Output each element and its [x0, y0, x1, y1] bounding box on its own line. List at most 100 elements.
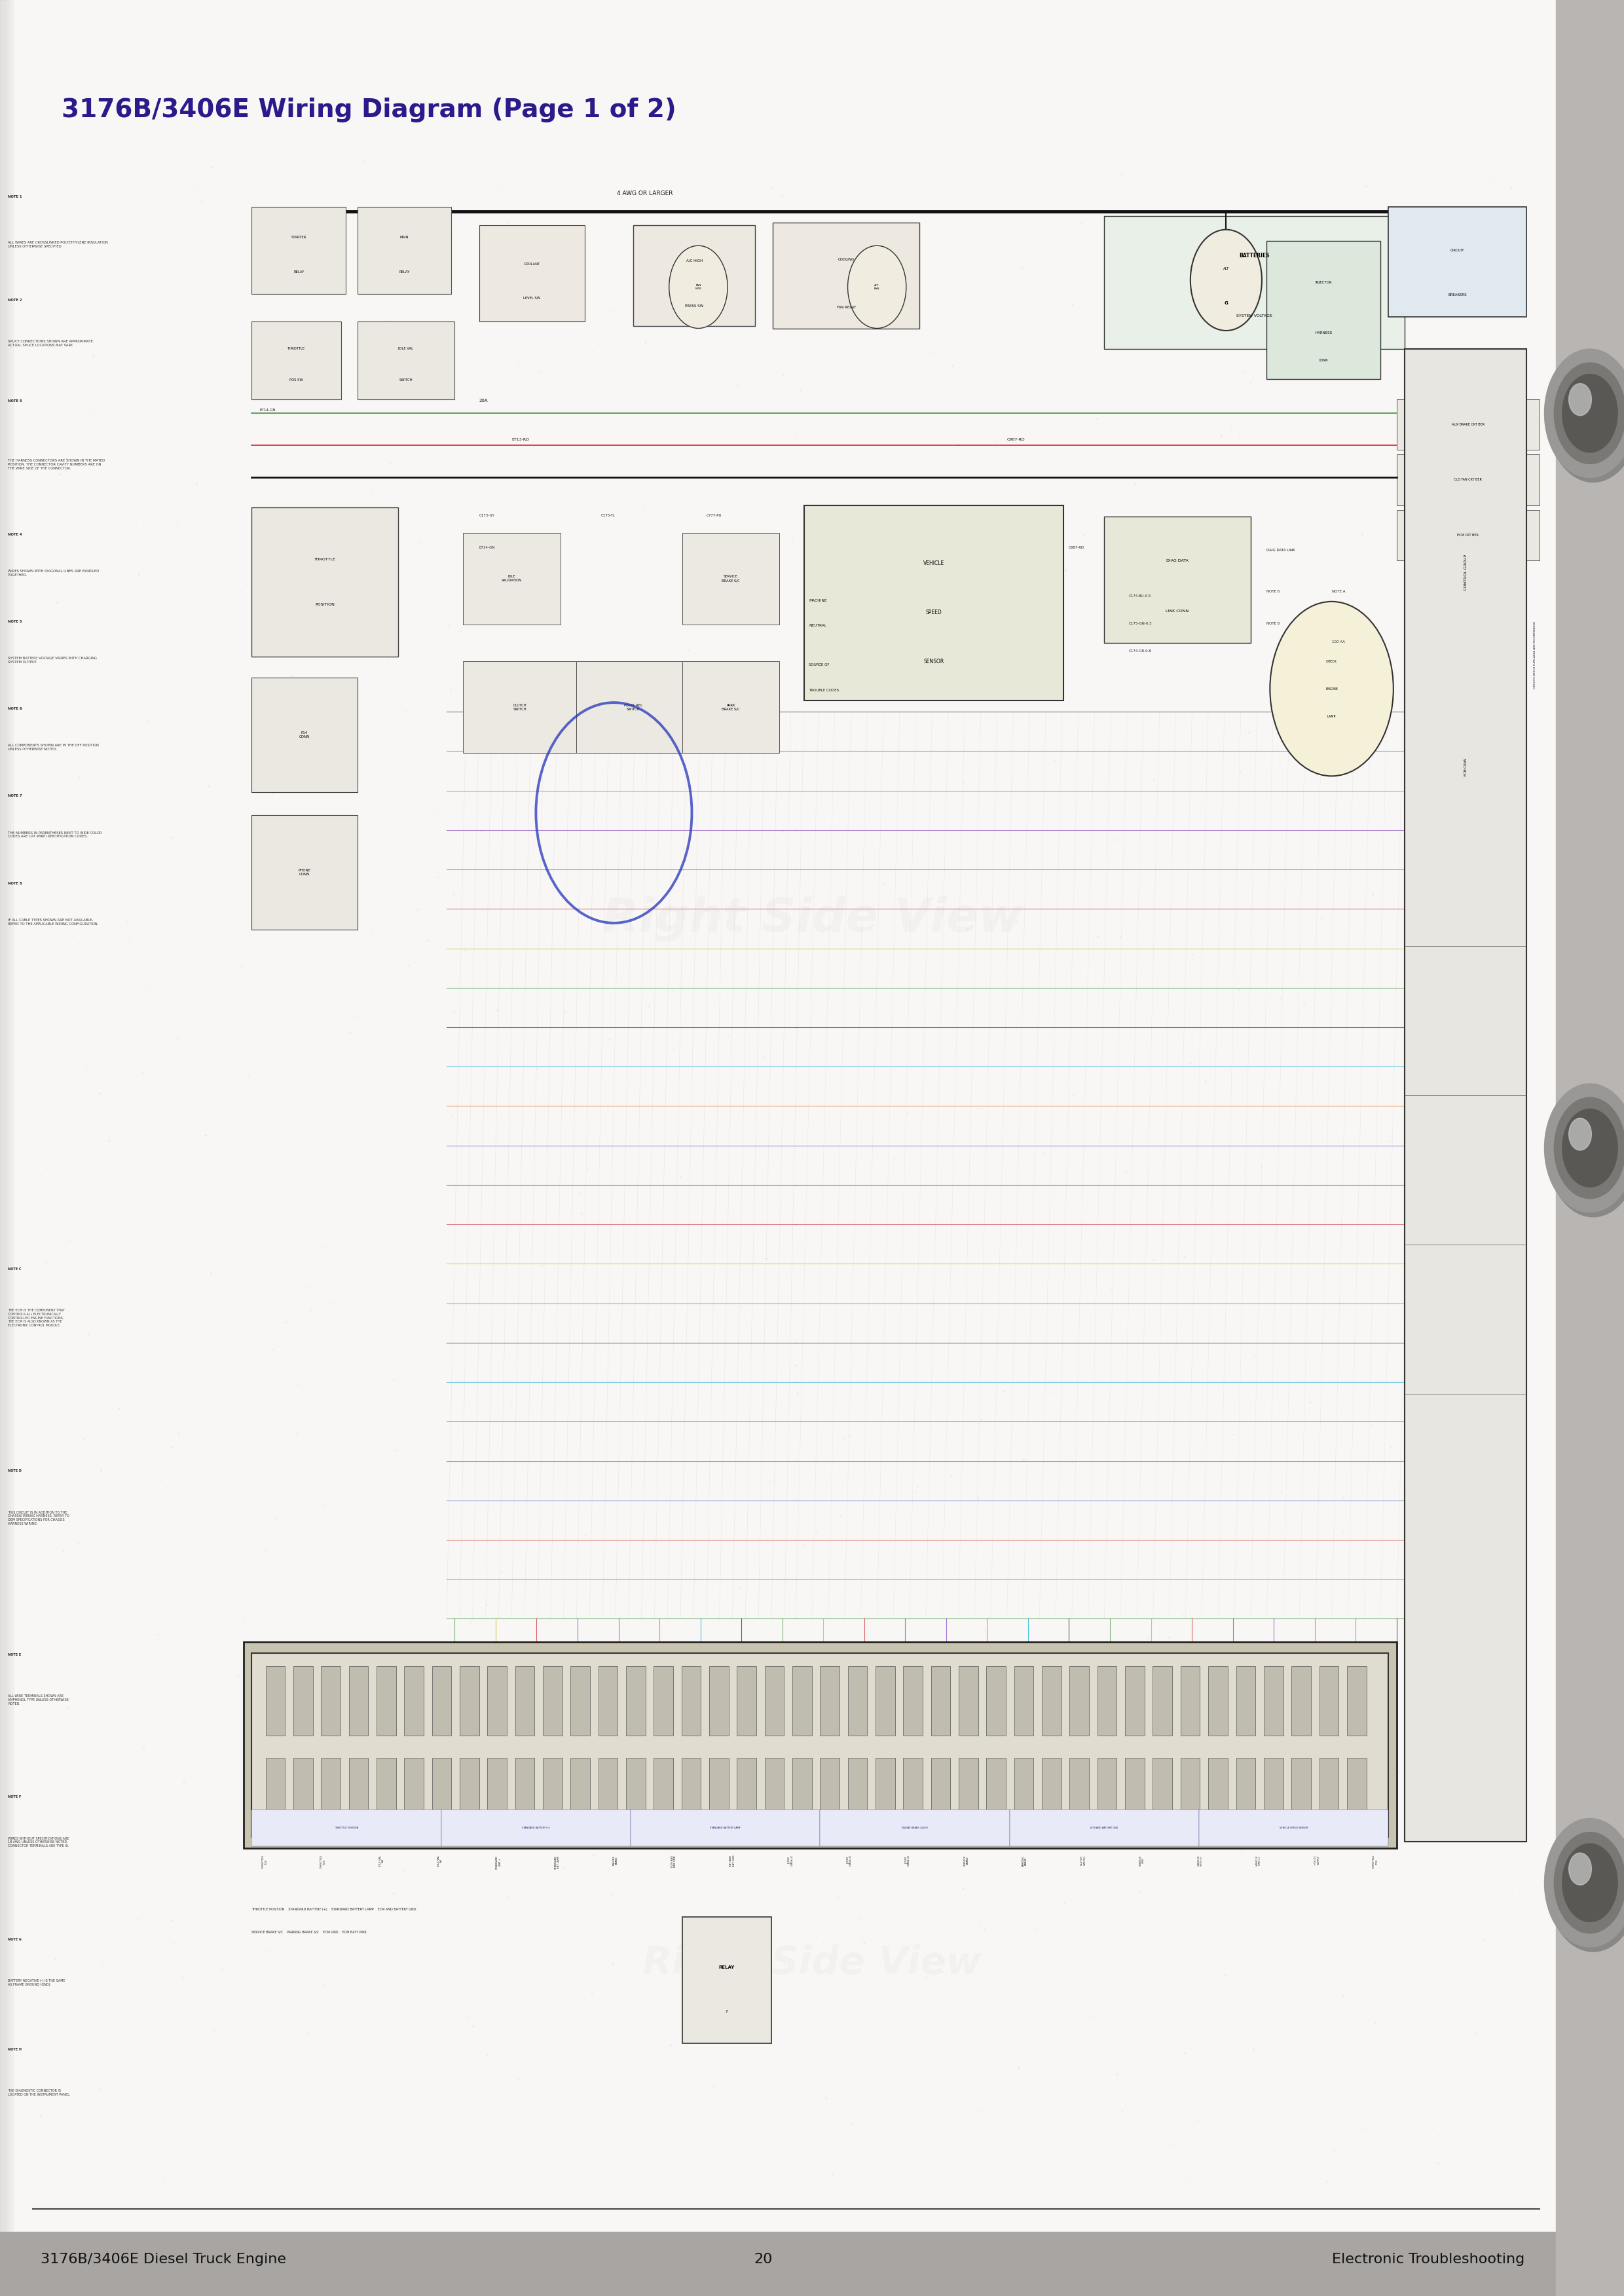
Bar: [294, 1759, 313, 1828]
Point: [849, 1922, 875, 1958]
Point: [41, 827, 67, 863]
Point: [29, 2071, 55, 2108]
Bar: [1397, 510, 1540, 560]
Point: [963, 1669, 989, 1706]
Point: [840, 2105, 866, 2142]
Text: E714-GN: E714-GN: [260, 409, 276, 411]
Text: WIRES WITHOUT SPECIFICATIONS ARE
18 AWG UNLESS OTHERWISE NOTED.
CONNECTOR TERMIN: WIRES WITHOUT SPECIFICATIONS ARE 18 AWG …: [8, 1837, 70, 1848]
Point: [284, 1414, 310, 1451]
Bar: [1263, 1667, 1283, 1736]
Bar: [1236, 1759, 1255, 1828]
Bar: [1070, 1759, 1090, 1828]
Text: AUX BRAKE CKT BER: AUX BRAKE CKT BER: [1452, 422, 1484, 427]
Bar: [1181, 1759, 1200, 1828]
Point: [513, 1256, 539, 1293]
Bar: [0, 0, 6, 2296]
Point: [273, 1304, 299, 1341]
Point: [840, 269, 866, 305]
Bar: [1104, 517, 1250, 643]
Point: [1379, 1428, 1405, 1465]
Point: [551, 1851, 577, 1887]
Point: [1173, 2034, 1199, 2071]
Point: [377, 445, 403, 482]
Bar: [0, 0, 8, 2296]
Bar: [710, 1667, 729, 1736]
Circle shape: [1554, 1097, 1624, 1199]
Text: THROTTLE
POS: THROTTLE POS: [320, 1855, 326, 1869]
Point: [836, 1417, 862, 1453]
Point: [1005, 2050, 1031, 2087]
Text: IF ALL CABLE TYPES SHOWN ARE NOT AVAILABLE,
REFER TO THE APPLICABLE WIRING CONFI: IF ALL CABLE TYPES SHOWN ARE NOT AVAILAB…: [8, 918, 99, 925]
Point: [75, 1316, 101, 1352]
Point: [526, 354, 552, 390]
Point: [231, 1603, 257, 1639]
Bar: [460, 1759, 479, 1828]
Point: [505, 344, 531, 381]
Point: [1179, 937, 1205, 974]
Text: HARNESS: HARNESS: [1315, 331, 1332, 335]
Point: [1306, 1628, 1332, 1665]
Point: [955, 909, 981, 946]
Point: [965, 1479, 991, 1515]
Bar: [1267, 241, 1380, 379]
Text: NOTE E: NOTE E: [8, 1653, 21, 1655]
Point: [705, 1678, 731, 1715]
Point: [1031, 1137, 1057, 1173]
Text: SERVICE
BRAKE: SERVICE BRAKE: [963, 1855, 970, 1867]
Point: [1086, 1816, 1112, 1853]
Point: [81, 338, 107, 374]
Text: POS SW: POS SW: [289, 379, 304, 381]
Point: [1147, 301, 1173, 338]
Bar: [357, 321, 455, 400]
Bar: [903, 1759, 922, 1828]
Text: Electronic Troubleshooting: Electronic Troubleshooting: [1332, 2252, 1525, 2266]
Text: NOTE C: NOTE C: [8, 1267, 21, 1270]
Bar: [577, 661, 690, 753]
Bar: [322, 1667, 341, 1736]
Point: [486, 170, 512, 207]
Point: [529, 1247, 555, 1283]
Bar: [1319, 1759, 1338, 1828]
Bar: [793, 1759, 812, 1828]
Point: [159, 1901, 185, 1938]
Point: [502, 530, 528, 567]
Text: LAMP: LAMP: [1327, 714, 1337, 719]
Text: C173-GY: C173-GY: [479, 514, 495, 517]
Point: [1069, 204, 1095, 241]
Text: C175-YL: C175-YL: [601, 514, 615, 517]
Point: [1249, 1148, 1275, 1185]
Point: [89, 1947, 115, 1984]
Text: ECM CONN: ECM CONN: [1463, 758, 1468, 776]
Bar: [252, 507, 398, 657]
Text: PARK
BRAKE S/C: PARK BRAKE S/C: [721, 703, 741, 712]
Point: [760, 170, 786, 207]
Text: C174-BU-0.5: C174-BU-0.5: [1129, 595, 1151, 597]
Point: [75, 1453, 101, 1490]
Bar: [0, 0, 13, 2296]
Point: [1054, 553, 1080, 590]
Point: [253, 356, 279, 393]
Bar: [542, 1759, 562, 1828]
Point: [1109, 156, 1135, 193]
Text: SERVICE BRAKE S/C    PARKING BRAKE S/C    ECM GND    ECM BATT PWR: SERVICE BRAKE S/C PARKING BRAKE S/C ECM …: [252, 1931, 367, 1933]
Point: [1208, 1665, 1234, 1701]
Text: ET13-RD: ET13-RD: [512, 439, 529, 441]
Bar: [252, 1653, 1389, 1837]
Text: NOTE 4: NOTE 4: [8, 533, 23, 535]
Point: [1241, 2030, 1267, 2066]
Point: [188, 184, 214, 220]
Bar: [515, 1759, 534, 1828]
Point: [1069, 1857, 1095, 1894]
Point: [1499, 1874, 1525, 1910]
Point: [1402, 1180, 1427, 1217]
Point: [1192, 1063, 1218, 1100]
Point: [724, 367, 750, 404]
Point: [979, 1841, 1005, 1878]
Point: [541, 1217, 567, 1254]
Bar: [903, 1667, 922, 1736]
Text: THE ECM IS THE COMPONENT THAT
CONTROLS ALL ELECTRONICALLY
CONTROLLED ENGINE FUNC: THE ECM IS THE COMPONENT THAT CONTROLS A…: [8, 1309, 65, 1327]
Bar: [931, 1759, 950, 1828]
Point: [994, 902, 1020, 939]
Point: [1117, 1814, 1143, 1851]
Point: [227, 572, 253, 608]
